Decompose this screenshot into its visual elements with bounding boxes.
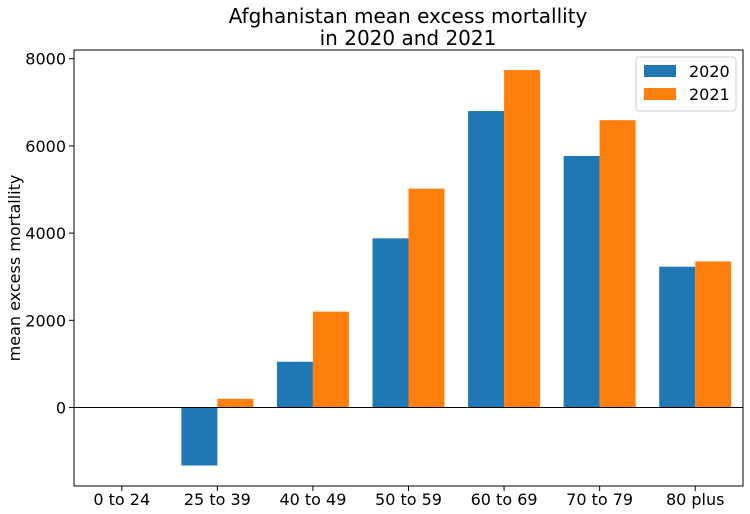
- y-tick-label: 4000: [25, 224, 66, 243]
- bar-2021-50-to-59: [408, 188, 445, 408]
- bar-2020-80-plus: [659, 266, 696, 408]
- x-axis-ticks: 0 to 24 25 to 39 40 to 49 50 to 59 60 to 69 7…: [93, 486, 724, 509]
- y-axis-ticks: 0 2000 4000 6000 8000: [25, 50, 74, 418]
- y-tick-label: 6000: [25, 137, 66, 156]
- y-tick-label: 0: [56, 399, 66, 418]
- bar-2020-50-to-59: [372, 238, 409, 408]
- chart-title-line-1: Afghanistan mean excess mortallity: [229, 4, 588, 28]
- bar-2020-25-to-39: [181, 407, 218, 466]
- x-tick-label: 50 to 59: [375, 490, 442, 509]
- y-tick-label: 2000: [25, 311, 66, 330]
- bar-2021-40-to-49: [312, 311, 349, 408]
- bar-2021-80-plus: [695, 261, 732, 408]
- bar-2021-70-to-79: [599, 120, 636, 408]
- bar-2020-70-to-79: [563, 155, 600, 408]
- y-axis-label: mean excess mortallity: [5, 175, 24, 362]
- bar-2020-40-to-49: [276, 361, 313, 408]
- legend: 2020 2021: [635, 56, 737, 112]
- x-tick-label: 80 plus: [666, 490, 725, 509]
- chart-title-line-2: in 2020 and 2021: [320, 26, 497, 50]
- legend-swatch-2021: [644, 88, 676, 100]
- bar-2020-60-to-69: [468, 111, 505, 408]
- bar-2021-25-to-39: [217, 398, 254, 408]
- x-tick-label: 40 to 49: [279, 490, 346, 509]
- legend-swatch-2020: [644, 65, 676, 77]
- x-tick-label: 60 to 69: [471, 490, 538, 509]
- y-tick-label: 8000: [25, 50, 66, 69]
- bars-group: [181, 70, 732, 466]
- legend-label-2020: 2020: [689, 62, 730, 81]
- x-tick-label: 70 to 79: [566, 490, 633, 509]
- bar-2021-60-to-69: [504, 70, 541, 408]
- x-tick-label: 25 to 39: [184, 490, 251, 509]
- legend-label-2021: 2021: [689, 85, 730, 104]
- x-tick-label: 0 to 24: [93, 490, 150, 509]
